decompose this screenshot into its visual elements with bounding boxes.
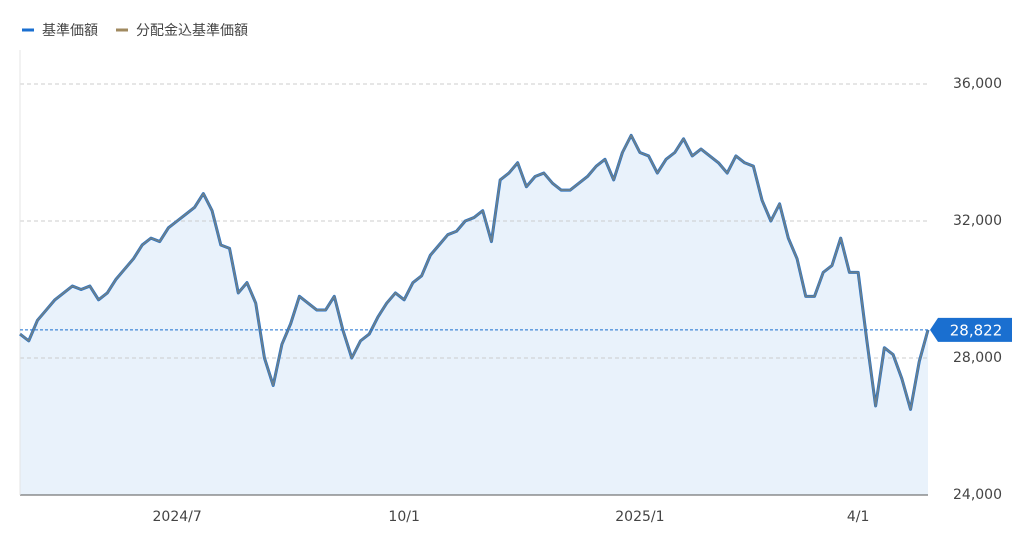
- y-tick-label: 24,000: [953, 487, 1002, 503]
- x-tick-label: 4/1: [847, 509, 870, 525]
- y-tick-label: 32,000: [953, 213, 1002, 229]
- x-tick-label: 2024/7: [153, 509, 202, 525]
- y-tick-label: 36,000: [953, 76, 1002, 92]
- area: [20, 135, 928, 495]
- last-value-label: 28,822: [950, 321, 1003, 339]
- last-value-box: [930, 317, 1012, 342]
- line-series: [19, 134, 929, 411]
- x-tick-label: 10/1: [388, 509, 419, 525]
- y-tick-label: 28,000: [953, 350, 1002, 366]
- legend-label: 基準価額: [42, 22, 98, 39]
- x-tick-label: 2025/1: [615, 509, 664, 525]
- legend-label: 分配金込基準価額: [136, 22, 248, 39]
